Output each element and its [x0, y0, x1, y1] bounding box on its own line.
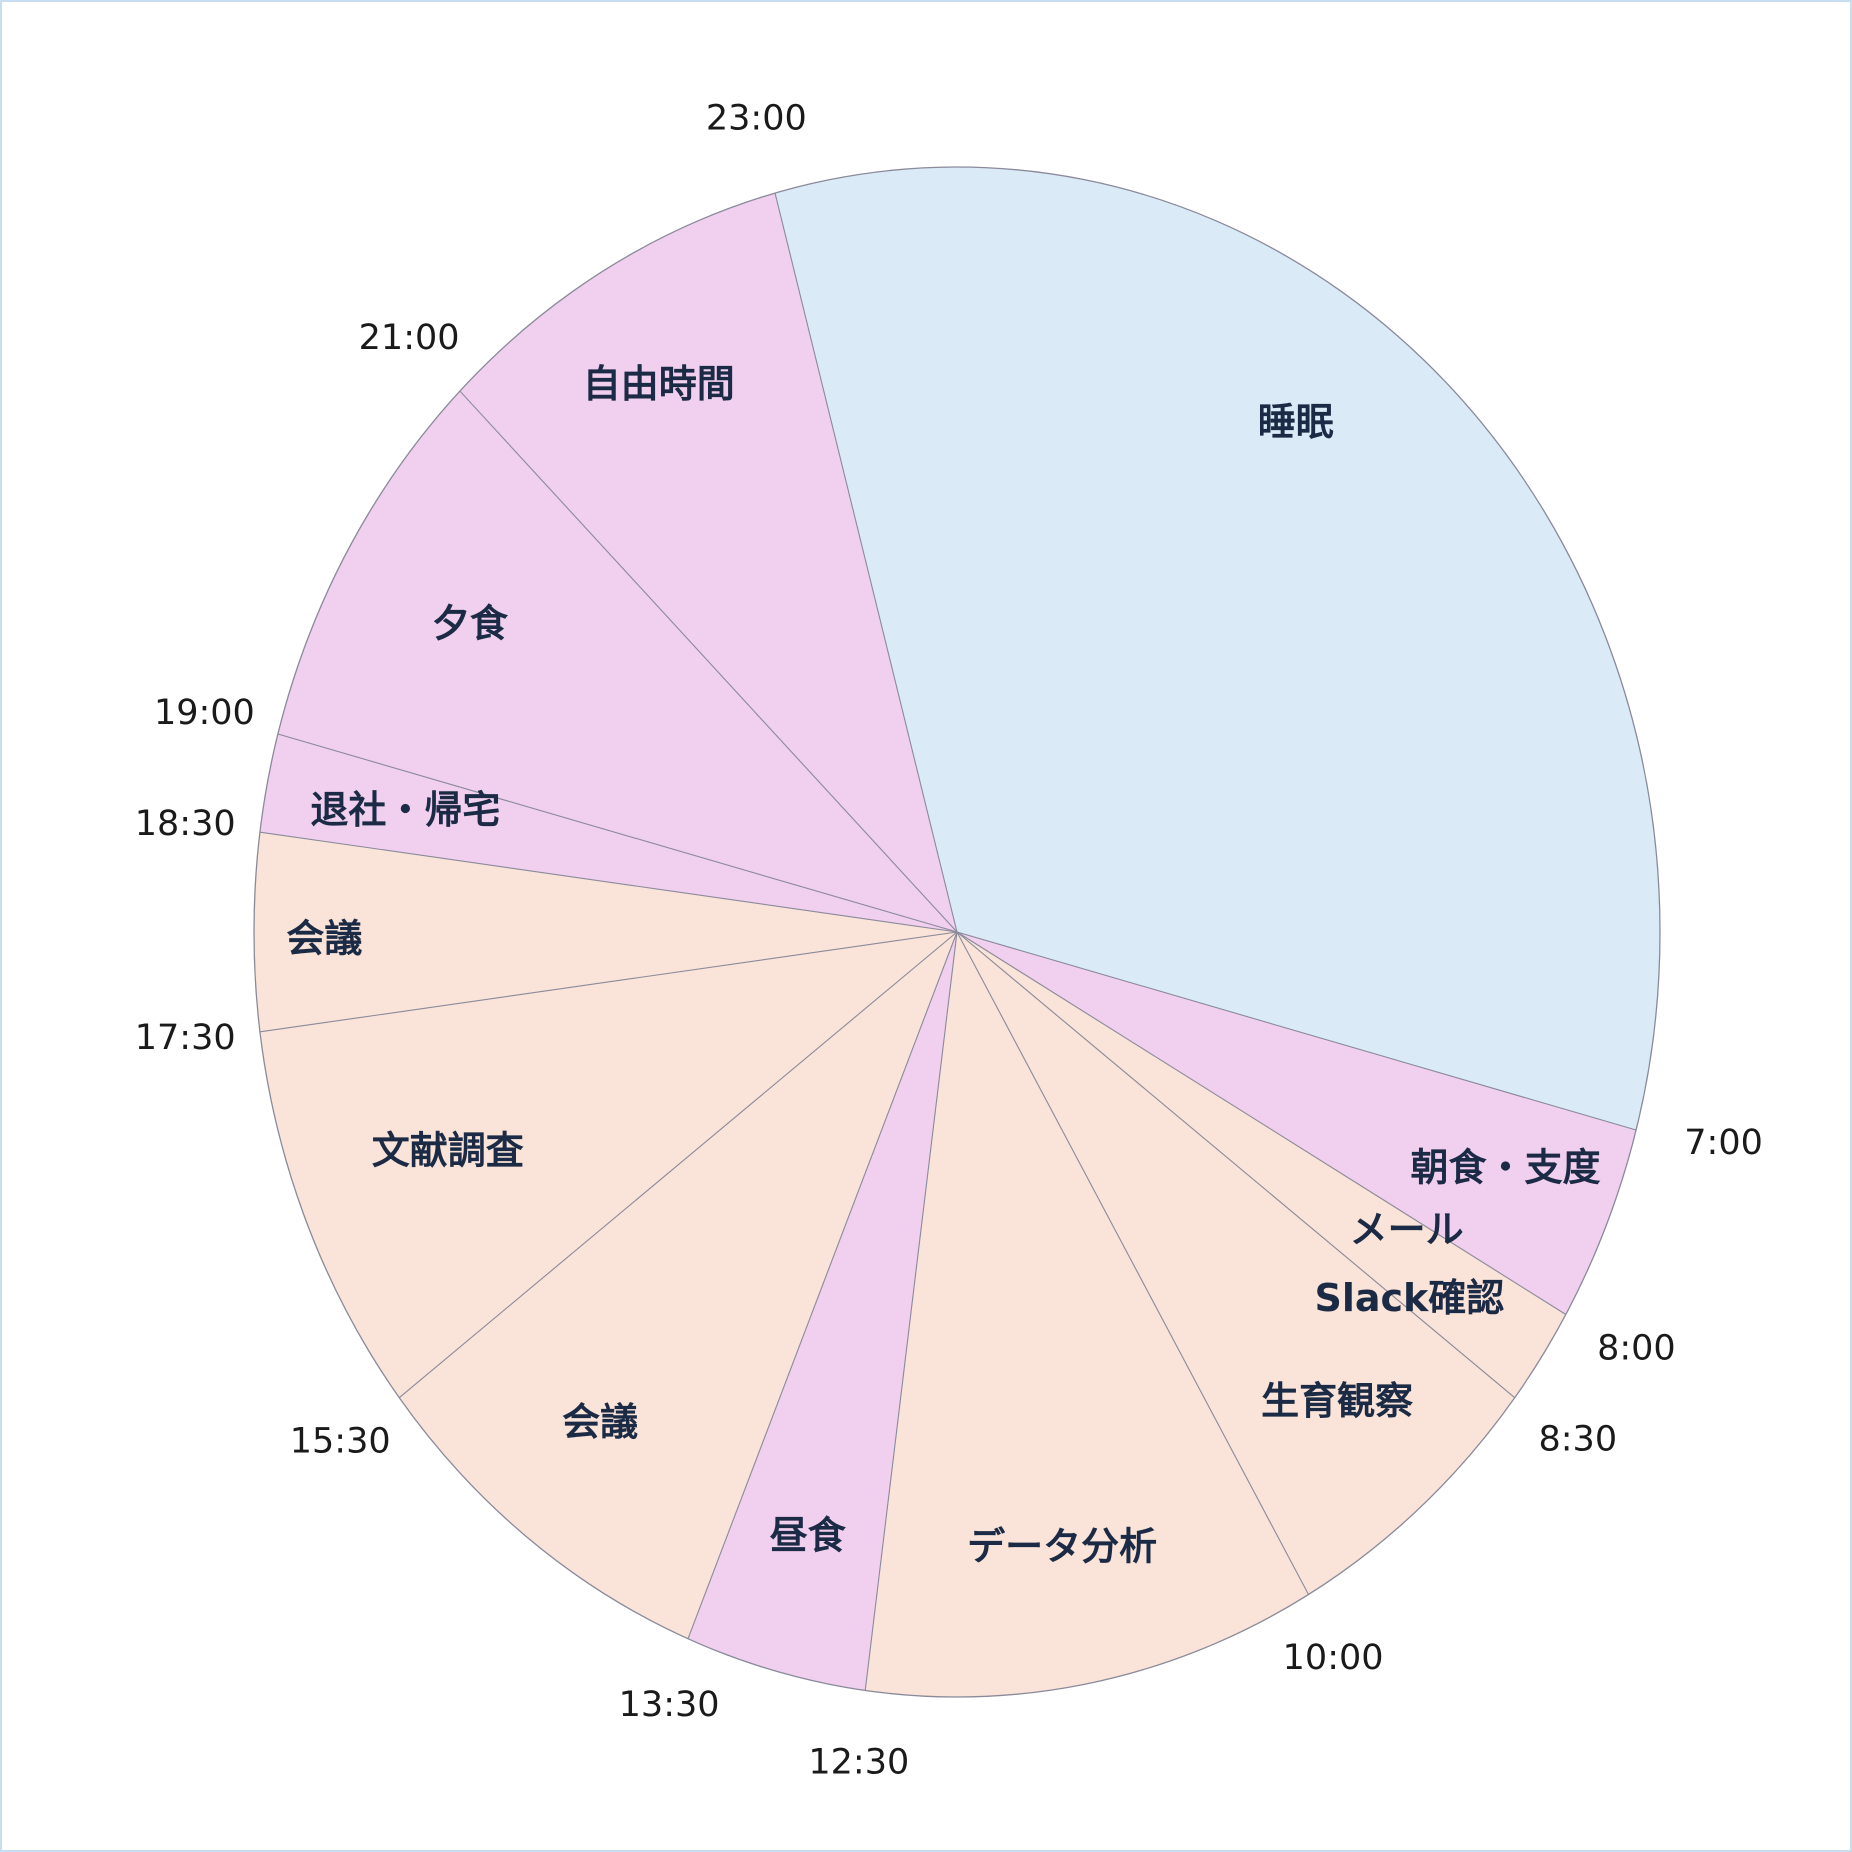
- pie-spoke: [398, 931, 958, 1399]
- time-labels: 7:00 8:00 8:30 10:00 12:30 13:30 15:30 17:30 18:…: [135, 98, 1763, 1782]
- pie-spoke: [259, 831, 958, 933]
- pie-slice: [399, 932, 957, 1639]
- time-label: 7:00: [1684, 1123, 1763, 1163]
- pie-slices: [253, 167, 1661, 1698]
- pie-spoke: [277, 733, 958, 933]
- pie-slice: [253, 832, 957, 1032]
- pie-spoke: [956, 931, 1516, 1399]
- segment-label: 夕食: [432, 602, 509, 646]
- pie-slice: [260, 932, 957, 1398]
- pie-spoke: [956, 931, 1637, 1131]
- segment-label: Slack確認: [1314, 1276, 1504, 1320]
- pie-slice: [957, 932, 1566, 1398]
- segment-label: 退社・帰宅: [310, 788, 500, 832]
- time-label: 19:00: [154, 693, 255, 733]
- pie-spoke: [459, 390, 958, 933]
- segment-label: 会議: [286, 917, 362, 961]
- segment-label: メール: [1350, 1207, 1464, 1251]
- segment-label: 文献調査: [372, 1129, 524, 1173]
- pie-slice: [865, 932, 1309, 1698]
- time-label: 15:30: [290, 1421, 391, 1461]
- pie-slice: [775, 167, 1661, 1130]
- pie-spoke: [774, 192, 958, 933]
- pie-spoke: [956, 931, 1567, 1315]
- pie-spoke: [864, 931, 958, 1691]
- segment-label: 昼食: [770, 1513, 847, 1557]
- pie-spokes: [253, 166, 1661, 1698]
- time-label: 18:30: [135, 804, 236, 844]
- segment-label: 自由時間: [583, 362, 735, 406]
- pie-spoke: [687, 931, 958, 1639]
- segment-label: データ分析: [967, 1524, 1157, 1568]
- time-label: 17:30: [135, 1018, 236, 1058]
- pie-slice: [687, 932, 957, 1691]
- segment-labels: 朝食・支度メールSlack確認生育観察データ分析昼食会議文献調査会議退社・帰宅夕…: [286, 362, 1600, 1569]
- time-label: 23:00: [706, 98, 807, 138]
- pie-slice: [277, 391, 957, 932]
- segment-label: 生育観察: [1261, 1379, 1413, 1423]
- segment-label: 朝食・支度: [1410, 1146, 1600, 1190]
- time-label: 13:30: [619, 1685, 720, 1725]
- segment-label: 睡眠: [1258, 400, 1334, 444]
- time-label: 12:30: [808, 1743, 909, 1783]
- pie-slice: [957, 932, 1637, 1315]
- time-label: 10:00: [1283, 1638, 1384, 1678]
- pie-outline: [253, 166, 1661, 1698]
- time-label: 8:30: [1538, 1419, 1617, 1459]
- segment-label: 会議: [562, 1400, 638, 1444]
- pie-slice: [260, 734, 957, 932]
- pie-spoke: [259, 931, 958, 1033]
- time-label: 21:00: [359, 318, 460, 358]
- pie-slice: [459, 193, 957, 932]
- pie-slice: [957, 932, 1515, 1595]
- time-label: 8:00: [1597, 1328, 1676, 1368]
- pie-spoke: [956, 931, 1309, 1595]
